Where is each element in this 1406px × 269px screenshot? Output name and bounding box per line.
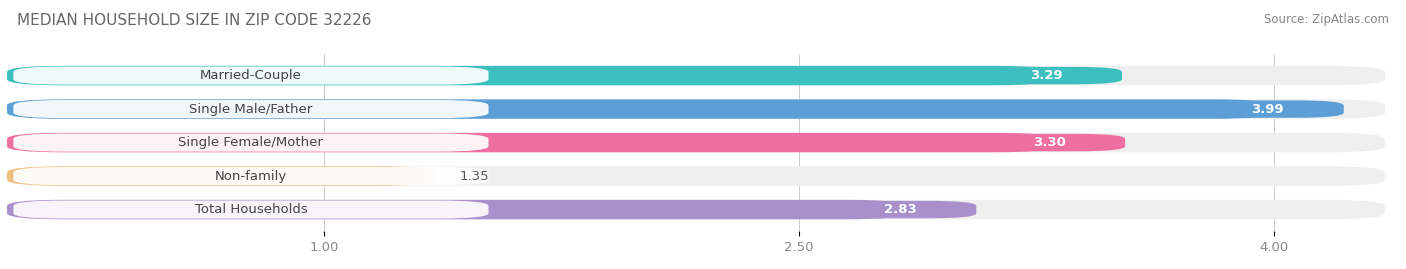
FancyBboxPatch shape [14,100,488,118]
Text: 2.83: 2.83 [884,203,917,216]
FancyBboxPatch shape [7,99,1271,119]
FancyBboxPatch shape [14,200,488,219]
Text: Source: ZipAtlas.com: Source: ZipAtlas.com [1264,13,1389,26]
FancyBboxPatch shape [14,66,488,85]
FancyBboxPatch shape [7,166,1385,186]
Text: 1.35: 1.35 [460,169,489,183]
FancyBboxPatch shape [7,200,1385,219]
FancyBboxPatch shape [824,201,976,218]
FancyBboxPatch shape [1192,100,1344,118]
Text: Non-family: Non-family [215,169,287,183]
FancyBboxPatch shape [14,167,488,185]
Text: Total Households: Total Households [194,203,308,216]
Text: MEDIAN HOUSEHOLD SIZE IN ZIP CODE 32226: MEDIAN HOUSEHOLD SIZE IN ZIP CODE 32226 [17,13,371,29]
FancyBboxPatch shape [7,133,1385,152]
Text: Married-Couple: Married-Couple [200,69,302,82]
Text: Single Male/Father: Single Male/Father [190,102,312,116]
Text: 3.30: 3.30 [1033,136,1066,149]
FancyBboxPatch shape [14,133,488,152]
FancyBboxPatch shape [970,67,1122,84]
Text: 3.29: 3.29 [1029,69,1063,82]
Text: 3.99: 3.99 [1251,102,1284,116]
FancyBboxPatch shape [7,133,1052,152]
Text: Single Female/Mother: Single Female/Mother [179,136,323,149]
FancyBboxPatch shape [7,66,1049,85]
FancyBboxPatch shape [7,200,904,219]
FancyBboxPatch shape [7,99,1385,119]
FancyBboxPatch shape [973,134,1125,151]
FancyBboxPatch shape [7,66,1385,85]
FancyBboxPatch shape [7,166,434,186]
